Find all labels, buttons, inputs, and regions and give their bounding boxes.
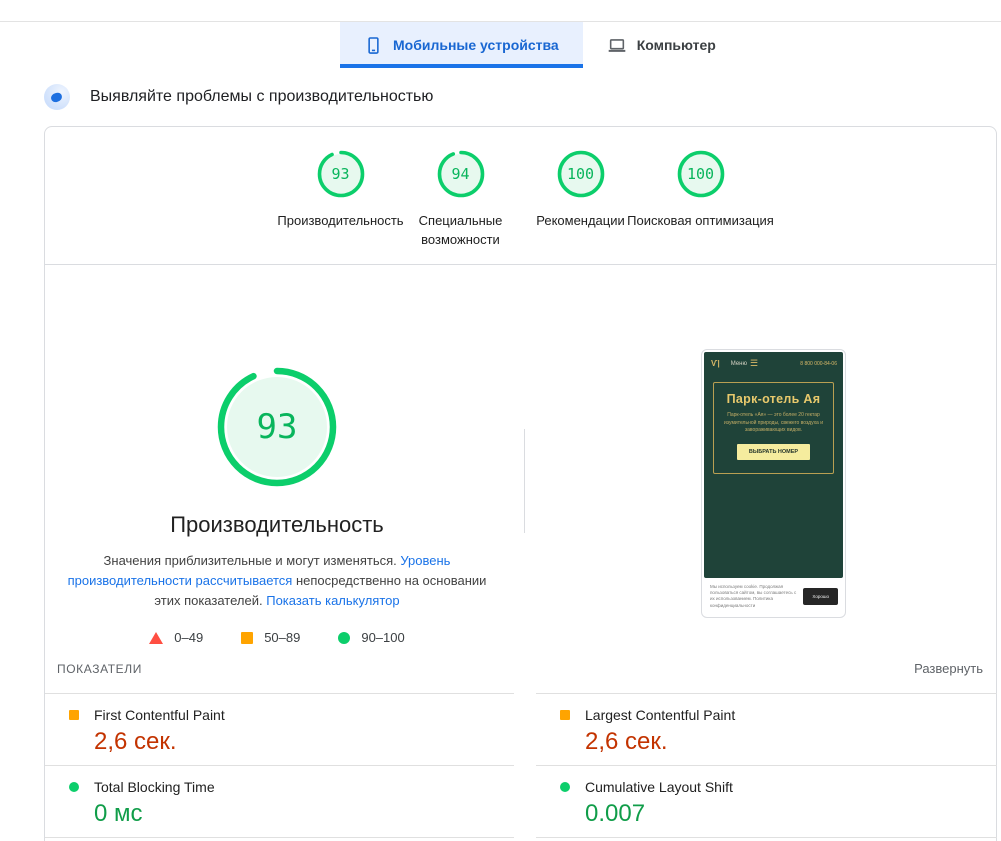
cookie-accept-button: Хорошо: [803, 588, 838, 605]
score-summary: 93 Производительность 94 Специальные воз…: [45, 127, 996, 265]
metrics-header: ПОКАЗАТЕЛИ Развернуть: [57, 661, 983, 676]
accessibility-ring: 94: [437, 150, 485, 198]
smartphone-icon: [364, 36, 383, 55]
metric-name: Cumulative Layout Shift: [585, 779, 733, 795]
expand-metrics-link[interactable]: Развернуть: [914, 661, 983, 676]
score-legend: 0–49 50–89 90–100: [45, 630, 509, 645]
legend-item-good: 90–100: [338, 630, 405, 645]
desc-text: непосредственно на основании этих показа…: [154, 573, 487, 608]
desc-text: Значения приблизительные и могут изменят…: [103, 553, 401, 568]
good-circle-icon: [69, 782, 79, 792]
site-cta-button: ВЫБРАТЬ НОМЕР: [736, 443, 811, 460]
performance-gauge: 93: [217, 367, 337, 487]
metric-lcp: Largest Contentful Paint 2,6 сек.: [536, 694, 997, 766]
legend-item-poor: 0–49: [149, 630, 203, 645]
site-logo: Ѵ|: [711, 359, 720, 368]
tab-mobile-label: Мобильные устройства: [393, 37, 559, 53]
metrics-section-title: ПОКАЗАТЕЛИ: [57, 661, 142, 676]
score-summary-accessibility[interactable]: 94 Специальные возможности: [401, 150, 521, 264]
metric-name: First Contentful Paint: [94, 707, 225, 723]
metric-value: 2,6 сек.: [585, 728, 668, 755]
performance-ring: 93: [317, 150, 365, 198]
performance-gauge-title: Производительность: [170, 512, 384, 537]
tab-desktop[interactable]: Компьютер: [583, 22, 740, 68]
metric-value: 0 мс: [94, 800, 143, 827]
site-screenshot: Ѵ| Меню 8 800 000-84-06 Парк-отель Ая Па…: [704, 352, 843, 578]
green-circle-icon: [338, 631, 351, 644]
site-hero-box: Парк-отель Ая Парк-отель «Ая» — это боле…: [713, 382, 834, 474]
header-divider: [0, 21, 1001, 22]
site-cookie-banner: Мы используем cookie. Продолжая пользова…: [704, 578, 843, 609]
score-label: Рекомендации: [536, 213, 625, 228]
metric-value: 2,6 сек.: [94, 728, 177, 755]
score-calculation-link[interactable]: Уровень производительности рассчитываетс…: [67, 553, 451, 588]
performance-section: 93 Производительность Значения приблизит…: [45, 265, 996, 693]
score-value: 100: [566, 165, 595, 183]
score-label: Поисковая оптимизация: [627, 213, 774, 228]
insights-orb-icon: [44, 84, 70, 110]
best-practices-ring: 100: [557, 150, 605, 198]
metrics-grid: First Contentful Paint 2,6 сек. Total Bl…: [45, 693, 997, 838]
metric-name: Total Blocking Time: [94, 779, 215, 795]
metric-cls: Cumulative Layout Shift 0.007: [536, 766, 997, 838]
legend-range: 0–49: [174, 630, 204, 645]
tab-mobile[interactable]: Мобильные устройства: [340, 22, 583, 68]
metric-value: 0.007: [585, 800, 646, 827]
score-summary-seo[interactable]: 100 Поисковая оптимизация: [627, 150, 774, 264]
average-square-icon: [560, 710, 570, 720]
hamburger-icon: [750, 358, 758, 369]
laptop-icon: [607, 36, 627, 55]
site-phone: 8 800 000-84-06: [800, 360, 837, 367]
report-card: 93 Производительность 94 Специальные воз…: [44, 126, 997, 841]
show-calculator-link[interactable]: Показать калькулятор: [266, 593, 400, 608]
cookie-text: Мы используем cookie. Продолжая пользова…: [710, 584, 797, 608]
site-title: Парк-отель Ая: [726, 392, 821, 406]
site-menu-label: Меню: [730, 360, 747, 367]
device-tabbar: Мобильные устройства Компьютер: [340, 22, 740, 68]
metric-fcp: First Contentful Paint 2,6 сек.: [45, 694, 514, 766]
metrics-column-right: Largest Contentful Paint 2,6 сек. Cumula…: [536, 693, 997, 838]
good-circle-icon: [560, 782, 570, 792]
performance-gauge-column: 93 Производительность Значения приблизит…: [45, 265, 509, 645]
insights-headline: Выявляйте проблемы с производительностью: [44, 84, 433, 110]
site-subtitle: Парк-отель «Ая» — это более 20 гектар из…: [724, 412, 823, 433]
tab-desktop-label: Компьютер: [636, 37, 716, 53]
legend-range: 90–100: [361, 630, 405, 645]
gauge-description: Значения приблизительные и могут изменят…: [67, 551, 487, 611]
legend-item-average: 50–89: [241, 630, 300, 645]
metric-tbt: Total Blocking Time 0 мс: [45, 766, 514, 838]
metrics-column-left: First Contentful Paint 2,6 сек. Total Bl…: [45, 693, 514, 838]
score-value: 100: [686, 165, 715, 183]
red-triangle-icon: [149, 631, 164, 644]
headline-text: Выявляйте проблемы с производительностью: [90, 88, 434, 105]
orange-square-icon: [241, 631, 254, 644]
metric-name: Largest Contentful Paint: [585, 707, 736, 723]
score-value: 93: [331, 165, 350, 183]
average-square-icon: [69, 710, 79, 720]
performance-score-value: 93: [256, 407, 298, 447]
legend-range: 50–89: [264, 630, 301, 645]
score-summary-performance[interactable]: 93 Производительность: [277, 150, 404, 264]
seo-ring: 100: [677, 150, 725, 198]
score-value: 94: [451, 165, 470, 183]
score-summary-best-practices[interactable]: 100 Рекомендации: [521, 150, 641, 264]
score-label: Производительность: [277, 213, 404, 228]
page-screenshot-thumbnail[interactable]: Ѵ| Меню 8 800 000-84-06 Парк-отель Ая Па…: [701, 349, 846, 618]
vertical-divider: [524, 429, 525, 533]
score-label: Специальные возможности: [418, 213, 503, 247]
site-header: Ѵ| Меню 8 800 000-84-06: [704, 352, 843, 369]
